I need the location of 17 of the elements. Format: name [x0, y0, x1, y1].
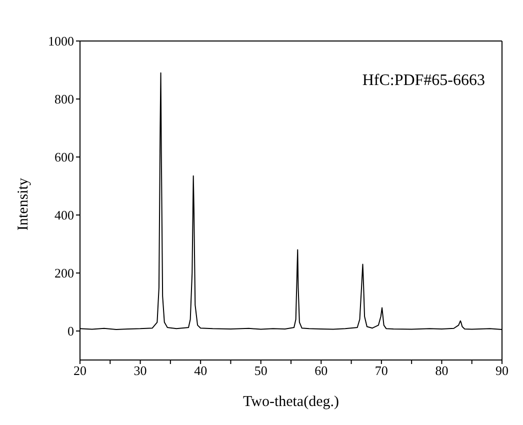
x-tick-label: 50 [254, 363, 268, 378]
y-tick-label: 600 [54, 150, 74, 165]
y-tick-label: 0 [68, 324, 74, 339]
x-tick-label: 40 [194, 363, 208, 378]
annotation: HfC:PDF#65-6663 [362, 72, 485, 90]
x-tick-label: 70 [374, 363, 388, 378]
y-tick-label: 800 [54, 92, 74, 107]
x-tick-label: 80 [435, 363, 448, 378]
x-tick-label: 90 [496, 363, 508, 378]
y-axis-title: Intensity [15, 178, 32, 230]
y-tick-label: 200 [54, 266, 74, 281]
y-tick-label: 1000 [48, 34, 74, 49]
x-tick-label: 30 [134, 363, 147, 378]
y-tick-label: 400 [54, 208, 74, 223]
x-tick-label: 60 [314, 363, 328, 378]
x-tick-label: 20 [74, 363, 86, 378]
x-axis-title: Two-theta(deg.) [243, 394, 339, 410]
